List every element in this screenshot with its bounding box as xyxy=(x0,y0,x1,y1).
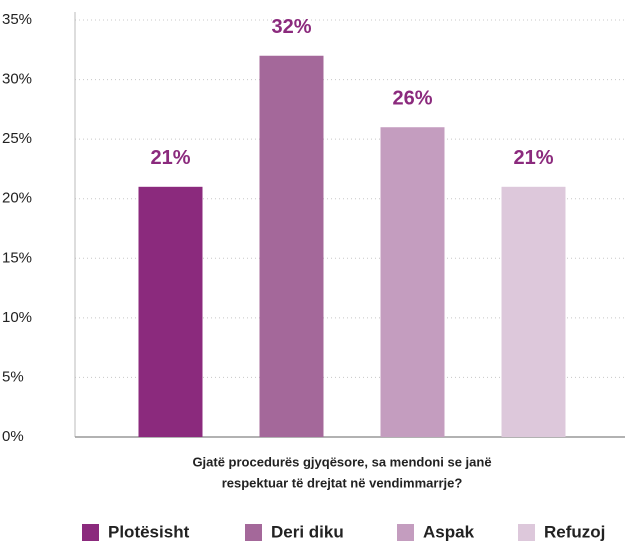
y-tick-label: 5% xyxy=(2,368,24,385)
legend-swatch xyxy=(397,524,414,541)
y-tick-label: 15% xyxy=(2,249,32,266)
bar xyxy=(138,186,203,437)
legend-label: Plotësisht xyxy=(108,522,190,541)
legend-swatch xyxy=(245,524,262,541)
value-label: 26% xyxy=(392,88,432,110)
y-tick-label: 10% xyxy=(2,309,32,326)
y-tick-label: 25% xyxy=(2,130,32,147)
bar xyxy=(501,186,566,437)
value-label: 32% xyxy=(271,16,311,38)
y-tick-label: 35% xyxy=(2,11,32,28)
bar xyxy=(380,127,445,437)
y-tick-label: 0% xyxy=(2,428,24,445)
legend-label: Deri diku xyxy=(271,522,344,541)
y-tick-label: 20% xyxy=(2,190,32,207)
bar xyxy=(259,55,324,437)
x-axis-label: respektuar të drejtat në vendimmarrje? xyxy=(222,475,463,490)
value-label: 21% xyxy=(150,147,190,169)
legend-swatch xyxy=(82,524,99,541)
x-axis-label: Gjatë procedurës gjyqësore, sa mendoni s… xyxy=(192,454,491,469)
legend-swatch xyxy=(518,524,535,541)
y-tick-label: 30% xyxy=(2,71,32,88)
value-label: 21% xyxy=(513,147,553,169)
legend-label: Refuzoj xyxy=(544,522,605,541)
legend-label: Aspak xyxy=(423,522,475,541)
